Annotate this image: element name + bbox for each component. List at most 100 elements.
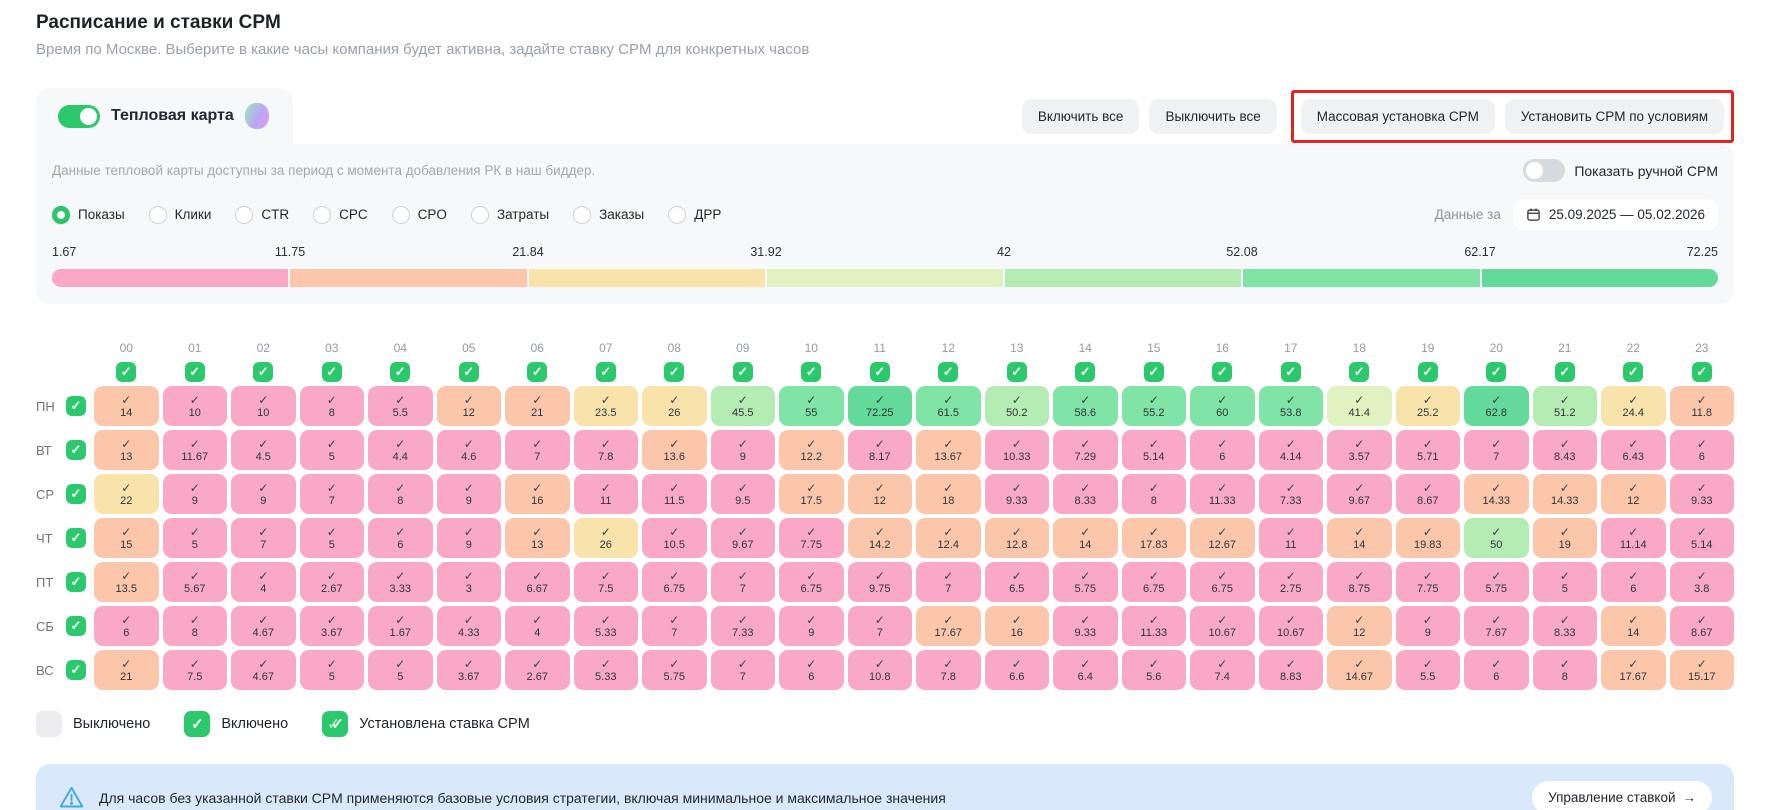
heatmap-cell[interactable]: ✓ 55.2 — [1121, 386, 1186, 426]
heatmap-cell[interactable]: ✓ 7 — [847, 606, 912, 646]
heatmap-cell[interactable]: ✓ 19.83 — [1395, 518, 1460, 558]
hour-checkbox[interactable]: ✓ — [184, 362, 205, 382]
heatmap-cell[interactable]: ✓ 25.2 — [1395, 386, 1460, 426]
heatmap-cell[interactable]: ✓ 6.67 — [505, 562, 570, 602]
day-checkbox[interactable]: ✓ — [66, 484, 86, 504]
heatmap-cell[interactable]: ✓ 5 — [299, 430, 364, 470]
heatmap-cell[interactable]: ✓ 7 — [710, 650, 775, 690]
heatmap-cell[interactable]: ✓ 5.5 — [1395, 650, 1460, 690]
heatmap-cell[interactable]: ✓ 10 — [162, 386, 227, 426]
heatmap-cell[interactable]: ✓ 10.33 — [984, 430, 1049, 470]
heatmap-cell[interactable]: ✓ 8 — [1121, 474, 1186, 514]
heatmap-cell[interactable]: ✓ 14.67 — [1327, 650, 1392, 690]
heatmap-cell[interactable]: ✓ 7 — [916, 562, 981, 602]
heatmap-cell[interactable]: ✓ 10.67 — [1190, 606, 1255, 646]
heatmap-cell[interactable]: ✓ 3.57 — [1327, 430, 1392, 470]
heatmap-cell[interactable]: ✓ 13 — [505, 518, 570, 558]
heatmap-cell[interactable]: ✓ 17.83 — [1121, 518, 1186, 558]
heatmap-cell[interactable]: ✓ 5 — [368, 650, 433, 690]
heatmap-cell[interactable]: ✓ 11 — [573, 474, 638, 514]
heatmap-cell[interactable]: ✓ 4 — [231, 562, 296, 602]
heatmap-cell[interactable]: ✓ 12 — [1327, 606, 1392, 646]
hour-checkbox[interactable]: ✓ — [1417, 362, 1438, 382]
heatmap-cell[interactable]: ✓ 5 — [162, 518, 227, 558]
hour-checkbox[interactable]: ✓ — [1075, 362, 1096, 382]
heatmap-cell[interactable]: ✓ 11.5 — [642, 474, 707, 514]
enable-all-button[interactable]: Включить все — [1021, 98, 1140, 134]
heatmap-cell[interactable]: ✓ 17.67 — [1601, 650, 1666, 690]
heatmap-cell[interactable]: ✓ 5.33 — [573, 650, 638, 690]
heatmap-cell[interactable]: ✓ 7.8 — [573, 430, 638, 470]
heatmap-cell[interactable]: ✓ 10.67 — [1258, 606, 1323, 646]
hour-checkbox[interactable]: ✓ — [801, 362, 822, 382]
heatmap-cell[interactable]: ✓ 6.75 — [642, 562, 707, 602]
heatmap-cell[interactable]: ✓ 6.6 — [984, 650, 1049, 690]
heatmap-cell[interactable]: ✓ 12.2 — [779, 430, 844, 470]
heatmap-cell[interactable]: ✓ 3.67 — [436, 650, 501, 690]
heatmap-cell[interactable]: ✓ 3.33 — [368, 562, 433, 602]
heatmap-cell[interactable]: ✓ 26 — [573, 518, 638, 558]
heatmap-cell[interactable]: ✓ 5.67 — [162, 562, 227, 602]
heatmap-cell[interactable]: ✓ 7.33 — [710, 606, 775, 646]
heatmap-cell[interactable]: ✓ 23.5 — [573, 386, 638, 426]
heatmap-cell[interactable]: ✓ 9.67 — [1327, 474, 1392, 514]
heatmap-cell[interactable]: ✓ 4.6 — [436, 430, 501, 470]
heatmap-cell[interactable]: ✓ 7.75 — [1395, 562, 1460, 602]
heatmap-cell[interactable]: ✓ 51.2 — [1532, 386, 1597, 426]
metric-radio-3[interactable]: CTR — [235, 205, 289, 224]
heatmap-cell[interactable]: ✓ 7.67 — [1464, 606, 1529, 646]
heatmap-cell[interactable]: ✓ 9 — [436, 474, 501, 514]
heatmap-cell[interactable]: ✓ 6 — [1601, 562, 1666, 602]
heatmap-cell[interactable]: ✓ 4.14 — [1258, 430, 1323, 470]
heatmap-cell[interactable]: ✓ 6 — [94, 606, 159, 646]
heatmap-cell[interactable]: ✓ 6 — [1464, 650, 1529, 690]
heatmap-cell[interactable]: ✓ 2.67 — [299, 562, 364, 602]
day-checkbox[interactable]: ✓ — [66, 572, 86, 592]
heatmap-cell[interactable]: ✓ 4.33 — [436, 606, 501, 646]
heatmap-cell[interactable]: ✓ 15.17 — [1669, 650, 1734, 690]
heatmap-cell[interactable]: ✓ 9.67 — [710, 518, 775, 558]
hour-checkbox[interactable]: ✓ — [732, 362, 753, 382]
heatmap-cell[interactable]: ✓ 72.25 — [847, 386, 912, 426]
hour-checkbox[interactable]: ✓ — [938, 362, 959, 382]
heatmap-cell[interactable]: ✓ 21 — [94, 650, 159, 690]
heatmap-toggle[interactable] — [58, 104, 100, 128]
heatmap-cell[interactable]: ✓ 9 — [436, 518, 501, 558]
metric-radio-5[interactable]: CPO — [391, 205, 447, 224]
heatmap-cell[interactable]: ✓ 8 — [1532, 650, 1597, 690]
metric-radio-6[interactable]: Затраты — [470, 205, 549, 224]
heatmap-cell[interactable]: ✓ 17.67 — [916, 606, 981, 646]
heatmap-cell[interactable]: ✓ 62.8 — [1464, 386, 1529, 426]
heatmap-cell[interactable]: ✓ 50.2 — [984, 386, 1049, 426]
heatmap-cell[interactable]: ✓ 14.2 — [847, 518, 912, 558]
heatmap-cell[interactable]: ✓ 4 — [505, 606, 570, 646]
heatmap-cell[interactable]: ✓ 7 — [710, 562, 775, 602]
heatmap-cell[interactable]: ✓ 9.33 — [1669, 474, 1734, 514]
heatmap-cell[interactable]: ✓ 10 — [231, 386, 296, 426]
disable-all-button[interactable]: Выключить все — [1149, 98, 1277, 134]
heatmap-cell[interactable]: ✓ 12.67 — [1190, 518, 1255, 558]
heatmap-cell[interactable]: ✓ 12 — [436, 386, 501, 426]
day-checkbox[interactable]: ✓ — [66, 528, 86, 548]
heatmap-cell[interactable]: ✓ 14 — [94, 386, 159, 426]
heatmap-cell[interactable]: ✓ 3.8 — [1669, 562, 1734, 602]
heatmap-cell[interactable]: ✓ 15 — [94, 518, 159, 558]
heatmap-cell[interactable]: ✓ 5 — [299, 650, 364, 690]
hour-checkbox[interactable]: ✓ — [253, 362, 274, 382]
heatmap-cell[interactable]: ✓ 13 — [94, 430, 159, 470]
metric-radio-4[interactable]: CPC — [313, 205, 368, 224]
hour-checkbox[interactable]: ✓ — [869, 362, 890, 382]
heatmap-cell[interactable]: ✓ 9 — [231, 474, 296, 514]
heatmap-cell[interactable]: ✓ 8.67 — [1395, 474, 1460, 514]
day-checkbox[interactable]: ✓ — [66, 660, 86, 680]
metric-radio-1[interactable]: Показы — [52, 205, 125, 224]
day-checkbox[interactable]: ✓ — [66, 440, 86, 460]
heatmap-cell[interactable]: ✓ 5 — [299, 518, 364, 558]
hour-checkbox[interactable]: ✓ — [116, 362, 137, 382]
hour-checkbox[interactable]: ✓ — [390, 362, 411, 382]
heatmap-cell[interactable]: ✓ 9.5 — [710, 474, 775, 514]
heatmap-cell[interactable]: ✓ 11.67 — [162, 430, 227, 470]
heatmap-cell[interactable]: ✓ 50 — [1464, 518, 1529, 558]
heatmap-cell[interactable]: ✓ 9.75 — [847, 562, 912, 602]
hour-checkbox[interactable]: ✓ — [527, 362, 548, 382]
